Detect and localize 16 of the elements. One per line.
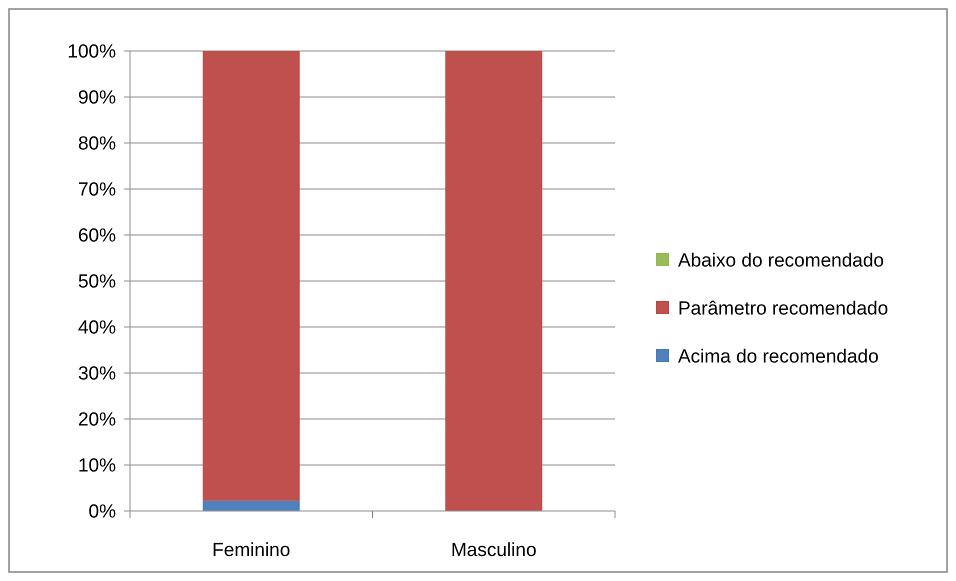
y-tick-label: 20% [78,410,116,431]
x-tick-label: Feminino [212,540,290,561]
y-tick-label: 70% [78,180,116,201]
y-tick-label: 100% [67,42,116,63]
y-tick-label: 60% [78,226,116,247]
legend-label: Parâmetro recomendado [678,298,888,320]
y-tick-label: 80% [78,134,116,155]
y-tick-label: 10% [78,456,116,477]
y-tick-label: 40% [78,318,116,339]
y-tick-label: 30% [78,364,116,385]
x-tick-label: Masculino [450,540,537,561]
legend-label: Abaixo do recomendado [678,250,884,272]
y-tick-label: 50% [78,272,116,293]
legend-label: Acima do recomendado [678,346,879,368]
y-tick-label: 90% [78,88,116,109]
y-tick-label: 0% [88,502,116,523]
